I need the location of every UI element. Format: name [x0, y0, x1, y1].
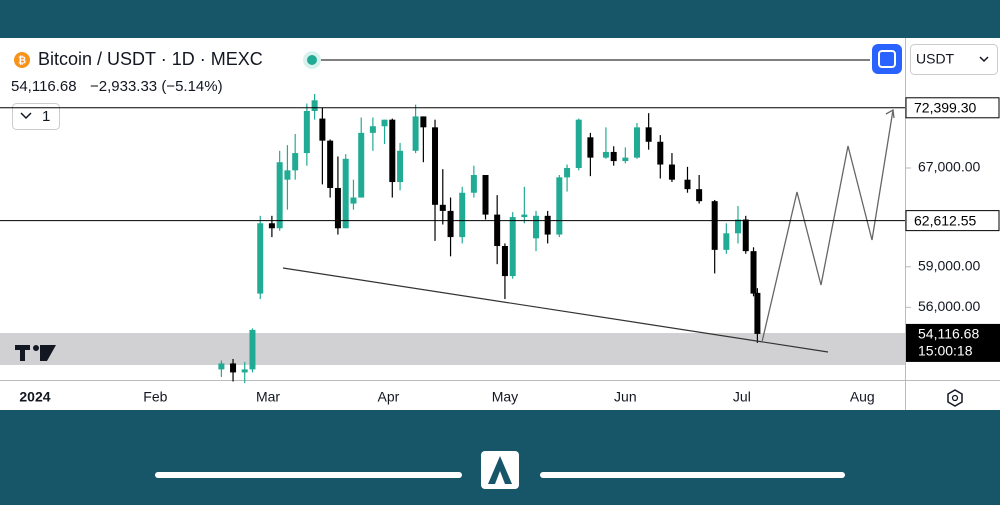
y-tick-label: 59,000.00	[918, 257, 980, 273]
settings-icon-dot	[951, 394, 959, 402]
candles	[218, 93, 761, 384]
candle-body	[249, 329, 256, 370]
last-price-tag	[906, 323, 1000, 362]
brand-mark	[488, 456, 512, 484]
candle-body	[257, 223, 264, 294]
tv-logo	[15, 345, 56, 361]
candle-body	[459, 192, 466, 238]
y-tick-label: 56,000.00	[918, 298, 980, 314]
btc-icon	[14, 52, 30, 68]
x-tick-label: Jul	[733, 389, 751, 405]
btc-glyph: ₿	[18, 55, 26, 67]
candle-body	[334, 187, 341, 229]
settings-icon[interactable]	[947, 389, 963, 407]
candle-body	[633, 127, 640, 158]
candle-body	[509, 217, 516, 277]
level-label: 72,399.30	[914, 99, 976, 115]
candle-body	[447, 210, 454, 238]
candle-body	[358, 132, 365, 198]
candle-body	[311, 100, 318, 112]
interval-toggle[interactable]	[12, 103, 60, 130]
candle-body	[230, 363, 237, 373]
candle-body	[303, 111, 310, 154]
x-tick-label: May	[492, 389, 518, 405]
candle-body	[432, 127, 439, 205]
candle-body	[241, 369, 248, 373]
last-price-label: 54,116.68	[918, 326, 979, 342]
candle-body	[754, 292, 761, 334]
footer-bar	[540, 472, 845, 478]
level-tag	[905, 97, 1000, 119]
status-dot	[307, 55, 317, 65]
x-tick-label: Aug	[850, 389, 875, 405]
candle-body	[657, 141, 664, 165]
candle-body	[350, 197, 357, 204]
candle-body	[645, 127, 652, 142]
screenshot-button[interactable]	[872, 44, 902, 74]
candle-body	[420, 116, 427, 128]
currency-label: USDT	[916, 51, 955, 67]
candle-body	[470, 174, 477, 193]
candle-body	[544, 215, 551, 235]
candle-body	[482, 174, 489, 215]
chevron	[979, 56, 989, 63]
candle-body	[622, 157, 629, 162]
candle-body	[268, 223, 275, 229]
candle-body	[575, 119, 582, 169]
x-tick-label: Jun	[614, 389, 637, 405]
x-tick-label: Mar	[256, 389, 280, 405]
candle-body	[602, 151, 609, 158]
candle-body	[556, 177, 563, 235]
candle-body	[668, 164, 675, 180]
change: −2,933.33 (−5.14%)	[90, 78, 223, 95]
candle-body	[501, 246, 508, 277]
zone	[0, 333, 905, 365]
candle-body	[397, 150, 404, 183]
candle-body	[742, 219, 749, 252]
candle-body	[284, 170, 291, 180]
candle-body	[610, 151, 617, 162]
y-tick-label: 67,000.00	[918, 159, 980, 175]
candle-body	[276, 162, 283, 229]
trendline	[282, 267, 829, 353]
arrow-head	[885, 108, 895, 119]
candle-body	[734, 219, 741, 234]
candle-body	[389, 119, 396, 183]
currency-select[interactable]	[910, 44, 998, 75]
candle-body	[369, 126, 376, 133]
candle-body	[696, 189, 703, 202]
candle-body	[218, 363, 225, 370]
candle-body	[723, 233, 730, 250]
candle-body	[292, 153, 299, 171]
candle-body	[342, 158, 349, 229]
candle-body	[439, 204, 446, 211]
button-icon	[878, 50, 896, 68]
candle-body	[412, 116, 419, 151]
symbol-title: Bitcoin / USDT · 1D · MEXC	[38, 49, 263, 69]
projection	[761, 109, 894, 343]
candle-body	[564, 168, 571, 178]
candle-body	[327, 140, 334, 188]
chevron	[20, 112, 32, 120]
candle-body	[750, 251, 757, 294]
interval-label: 1	[42, 108, 50, 125]
countdown: 15:00:18	[918, 343, 973, 359]
x-tick-label: Apr	[378, 389, 400, 405]
candle-body	[533, 215, 540, 239]
candle-body	[684, 179, 691, 190]
x-tick-label: 2024	[19, 389, 50, 405]
candle-body	[521, 214, 528, 218]
candle-body	[587, 137, 594, 158]
candle-body	[319, 118, 326, 141]
footer-bar	[155, 472, 462, 478]
candle-body	[711, 201, 718, 250]
price: 54,116.68	[11, 78, 77, 95]
level-tag	[905, 210, 1000, 232]
candle-body	[494, 214, 501, 247]
level-label: 62,612.55	[914, 212, 976, 228]
candle-body	[381, 119, 388, 127]
x-tick-label: Feb	[143, 389, 167, 405]
